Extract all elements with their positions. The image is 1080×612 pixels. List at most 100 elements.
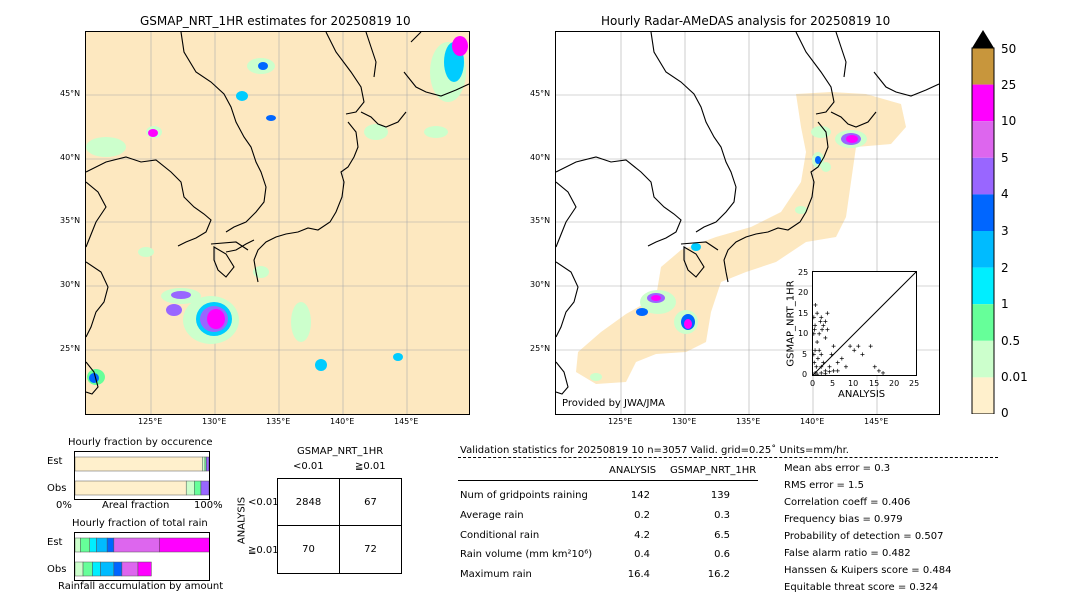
colorbar-label: 0: [1001, 406, 1009, 420]
scatter-diagonal: [812, 271, 917, 376]
totalrain-plot: [74, 532, 211, 581]
stats-gsmap-value: 16.2: [707, 569, 730, 580]
totalrain-bar-segment: [74, 537, 81, 553]
scatter-xlabel: ANALYSIS: [838, 389, 886, 400]
scatter-point: [856, 344, 861, 349]
scatter-point: [848, 344, 853, 349]
totalrain-bar-segment: [100, 561, 115, 577]
right-map-canvas: [556, 32, 939, 414]
stats-col-gsmap: GSMAP_NRT_1HR: [670, 465, 757, 476]
contingency-col-header: <0.01: [293, 461, 324, 472]
totalrain-bar-segment: [113, 561, 123, 577]
stats-analysis-value: 16.4: [627, 569, 650, 580]
colorbar-label: 3: [1001, 224, 1009, 238]
occurence-bar-segment: [185, 480, 195, 496]
stats-col-analysis: ANALYSIS: [609, 465, 657, 476]
scatter-point: [860, 352, 865, 357]
left-map-canvas: [86, 32, 469, 414]
left-map-title: GSMAP_NRT_1HR estimates for 20250819 10: [140, 14, 411, 28]
scatter-point: [815, 311, 820, 316]
scatter-point: [823, 319, 828, 324]
stats-score: Correlation coeff = 0.406: [784, 497, 911, 508]
stats-analysis-value: 4.2: [634, 530, 650, 541]
scatter-x-tick: 0: [810, 379, 816, 388]
scatter-point: [813, 348, 818, 353]
left-lat-tick: 30°N: [60, 280, 81, 289]
scatter-point: [825, 327, 830, 332]
stats-row-label: Average rain: [460, 510, 524, 521]
right-map-coastlines: [556, 32, 939, 395]
right-lat-tick: 40°N: [530, 153, 551, 162]
stats-gsmap-value: 0.3: [714, 510, 730, 521]
left-lat-tick: 45°N: [60, 89, 81, 98]
totalrain-bar-segment: [113, 537, 160, 553]
colorbar-label: 1: [1001, 297, 1009, 311]
contingency-cell: 70: [277, 525, 340, 574]
colorbar-label: 5: [1001, 151, 1009, 165]
totalrain-cat-obs: Obs: [47, 564, 67, 575]
scatter-y-tick: 5: [802, 350, 808, 359]
scatter-canvas: [811, 271, 917, 377]
colorbar-segment: [972, 48, 994, 85]
colorbar-segment: [972, 157, 994, 195]
colorbar-label: 25: [1001, 78, 1017, 92]
left-lon-tick: 125°E: [138, 417, 163, 426]
contingency-row-header: <0.01: [248, 497, 279, 508]
scatter-point: [817, 331, 822, 336]
contingency-title: GSMAP_NRT_1HR: [297, 446, 384, 457]
colorbar-label: 10: [1001, 114, 1017, 128]
scatter-x-tick: 5: [830, 379, 836, 388]
totalrain-bar-segment: [89, 537, 97, 553]
colorbar-canvas: [971, 30, 995, 415]
stats-row-label: Num of gridpoints raining: [460, 490, 588, 501]
right-lon-tick: 125°E: [608, 417, 633, 426]
left-lat-tick: 40°N: [60, 153, 81, 162]
scatter-point: [835, 360, 840, 365]
colorbar-segment: [972, 121, 994, 158]
colorbar: [971, 30, 995, 415]
scatter-point: [812, 327, 817, 332]
scatter-y-tick: 25: [798, 268, 809, 277]
totalrain-bar-segment: [121, 561, 139, 577]
scatter-point: [831, 368, 836, 373]
left-lon-tick: 130°E: [202, 417, 227, 426]
scatter-y-tick: 10: [798, 329, 809, 338]
scatter-point: [821, 323, 826, 328]
scatter-point: [823, 335, 828, 340]
scatter-point: [819, 315, 824, 320]
occurence-bar-segment: [200, 480, 210, 496]
left-lon-tick: 145°E: [394, 417, 419, 426]
stats-header: Validation statistics for 20250819 10 n=…: [460, 445, 849, 456]
scatter-point: [817, 348, 822, 353]
scatter-point: [829, 352, 834, 357]
stats-divider: [458, 457, 998, 458]
stats-row-label: Maximum rain: [460, 569, 532, 580]
right-lon-tick: 140°E: [800, 417, 825, 426]
stats-score: Frequency bias = 0.979: [784, 514, 903, 525]
left-map-gridlines: [86, 32, 469, 414]
scatter-point: [876, 368, 881, 373]
scatter-point: [823, 371, 828, 376]
occurence-xlabel: Areal fraction: [102, 500, 170, 511]
occurence-bar-segment: [74, 480, 187, 496]
stats-gsmap-value: 139: [710, 490, 730, 501]
colorbar-segment: [972, 267, 994, 305]
scatter-point: [881, 370, 886, 375]
right-map-rain-areas: [590, 126, 867, 381]
stats-score: Hanssen & Kuipers score = 0.484: [784, 565, 952, 576]
totalrain-bar-segment: [96, 537, 108, 553]
right-lat-tick: 35°N: [530, 216, 551, 225]
stats-analysis-value: 0.4: [634, 549, 650, 560]
stats-gsmap-value: 0.6: [714, 549, 730, 560]
scatter-point: [827, 364, 832, 369]
colorbar-segment: [972, 84, 994, 122]
right-lat-tick: 45°N: [530, 89, 551, 98]
colorbar-segment: [972, 194, 994, 231]
right-lat-tick: 30°N: [530, 280, 551, 289]
scatter-point: [812, 360, 817, 365]
scatter-point: [811, 352, 816, 357]
totalrain-xlabel: Rainfall accumulation by amount: [58, 581, 224, 592]
right-map-title: Hourly Radar-AMeDAS analysis for 2025081…: [601, 14, 891, 28]
occurence-bar-segment: [74, 456, 203, 472]
occurence-bar-segment: [202, 456, 206, 472]
